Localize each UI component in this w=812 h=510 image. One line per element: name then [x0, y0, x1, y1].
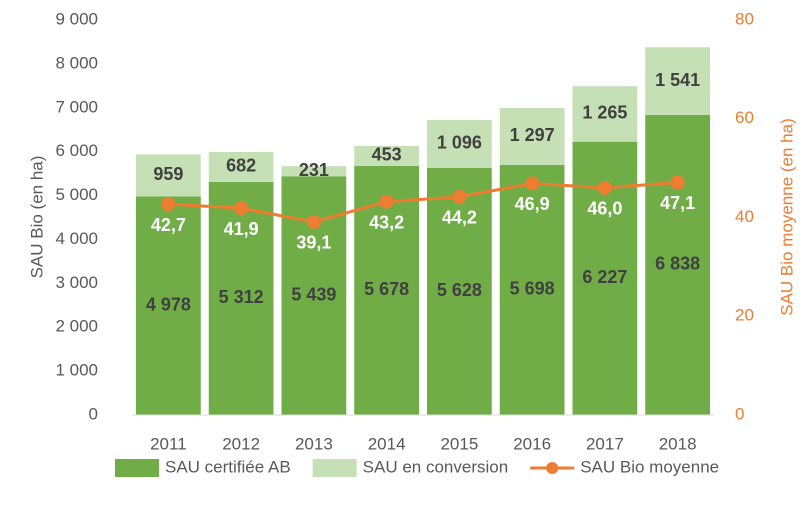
- x-tick-label: 2014: [368, 434, 406, 453]
- bar-segment: [427, 167, 492, 415]
- line-point: [670, 175, 685, 190]
- data-label: 5 628: [437, 280, 482, 300]
- y-tick-label: 4 000: [55, 229, 98, 248]
- x-tick-label: 2012: [222, 434, 260, 453]
- y-tick-label: 0: [89, 404, 98, 423]
- data-label: 5 678: [364, 279, 409, 299]
- data-label: 1 541: [655, 70, 700, 90]
- data-label: 39,1: [296, 233, 331, 253]
- line-point: [525, 176, 540, 191]
- line-point: [161, 197, 176, 212]
- line-point: [379, 194, 394, 209]
- line-point: [234, 201, 249, 216]
- data-label: 46,9: [515, 194, 550, 214]
- data-label: 4 978: [146, 295, 191, 315]
- data-label: 5 312: [219, 287, 264, 307]
- x-tick-label: 2011: [150, 434, 187, 453]
- x-tick-label: 2016: [513, 434, 551, 453]
- y-tick-label: 2 000: [55, 317, 98, 336]
- data-label: 42,7: [151, 215, 186, 235]
- bar-segment: [499, 107, 565, 165]
- line-point: [306, 214, 321, 229]
- data-label: 47,1: [660, 193, 695, 213]
- legend-marker: [546, 462, 559, 474]
- bar-segment: [136, 196, 201, 415]
- legend-label: SAU en conversion: [363, 457, 509, 476]
- y-tick-label: 1 000: [55, 361, 98, 380]
- data-label: 43,2: [369, 212, 404, 232]
- y-tick-label: 9 000: [55, 9, 98, 28]
- y2-tick-label: 60: [735, 108, 754, 127]
- x-tick-label: 2017: [586, 434, 624, 453]
- x-tick-label: 2018: [659, 434, 697, 453]
- bar-segment: [499, 164, 565, 415]
- x-tick-label: 2013: [295, 434, 333, 453]
- legend-swatch: [115, 459, 159, 477]
- data-label: 46,0: [587, 199, 622, 219]
- data-label: 5 698: [510, 279, 555, 299]
- bar-segment: [354, 145, 419, 166]
- data-label: 231: [299, 160, 329, 180]
- data-label: 44,2: [442, 208, 477, 228]
- bar-segment: [427, 119, 492, 168]
- data-label: 1 297: [510, 125, 555, 145]
- y-tick-label: 7 000: [55, 97, 98, 116]
- legend-swatch: [312, 459, 357, 477]
- data-label: 41,9: [224, 219, 259, 239]
- data-label: 6 838: [655, 254, 700, 274]
- legend-label: SAU certifiée AB: [165, 457, 291, 476]
- y-tick-label: 8 000: [55, 53, 98, 72]
- bar-segment: [572, 86, 638, 142]
- bar-segment: [208, 181, 274, 415]
- y2-axis-label: SAU Bio moyenne (en ha): [777, 118, 796, 316]
- y2-tick-label: 40: [735, 207, 754, 226]
- y-axis-label: SAU Bio (en ha): [27, 156, 46, 279]
- data-label: 6 227: [582, 267, 627, 287]
- line-point: [597, 180, 612, 195]
- data-label: 959: [153, 164, 183, 184]
- y-tick-label: 5 000: [55, 185, 98, 204]
- bar-segment: [645, 47, 710, 115]
- bar-segment: [281, 166, 347, 177]
- bar-segment: [645, 114, 710, 415]
- y-tick-label: 3 000: [55, 273, 98, 292]
- y-tick-label: 6 000: [55, 141, 98, 160]
- data-label: 1 096: [437, 133, 482, 153]
- x-tick-label: 2015: [440, 434, 478, 453]
- legend-label: SAU Bio moyenne: [580, 457, 719, 476]
- y2-tick-label: 20: [735, 306, 754, 325]
- data-label: 453: [372, 145, 402, 165]
- data-label: 5 439: [291, 284, 336, 304]
- y2-tick-label: 80: [735, 9, 754, 28]
- data-label: 682: [226, 156, 256, 176]
- bar-segment: [208, 151, 274, 182]
- line-point: [452, 189, 467, 204]
- data-label: 1 265: [582, 103, 627, 123]
- bar-segment: [136, 154, 201, 197]
- line: [168, 180, 678, 224]
- y2-tick-label: 0: [735, 404, 744, 423]
